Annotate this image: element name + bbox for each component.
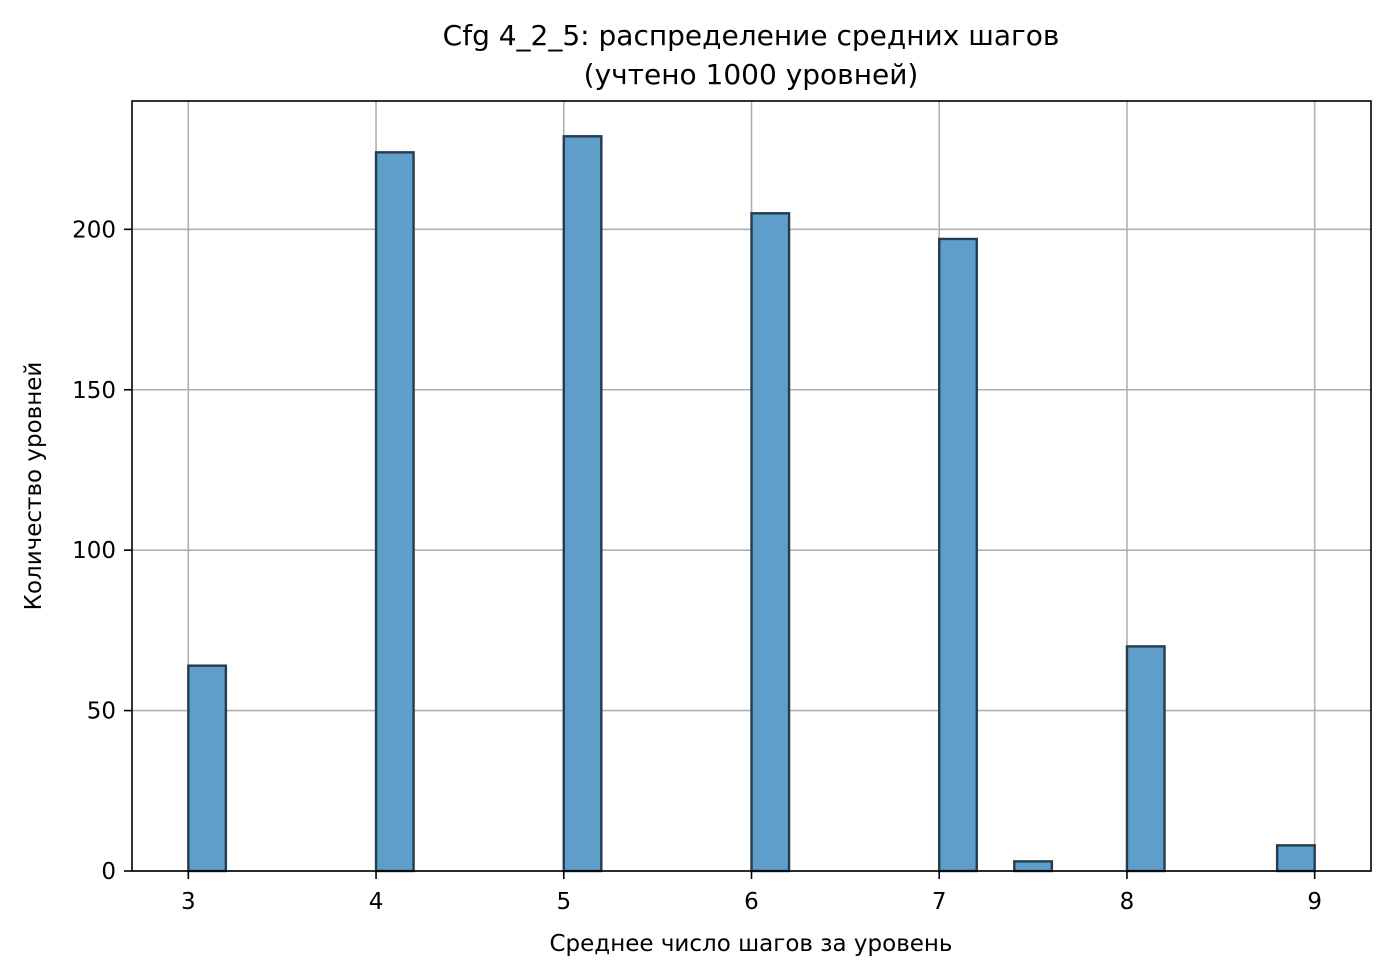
x-tick-label: 6 (744, 889, 759, 915)
histogram-bar (1013, 860, 1054, 873)
chart-title-line2: (учтено 1000 уровней) (584, 58, 919, 91)
histogram-bar (374, 151, 415, 873)
bars-layer (187, 135, 1316, 873)
x-tick-label: 8 (1120, 889, 1135, 915)
x-axis-label: Среднее число шагов за уровень (549, 931, 952, 957)
chart-title-line1: Cfg 4_2_5: распределение средних шагов (443, 19, 1060, 52)
x-tick-label: 3 (181, 889, 196, 915)
x-tick-label: 7 (932, 889, 947, 915)
histogram-bar (1125, 645, 1166, 873)
y-tick-label: 0 (101, 859, 116, 885)
y-axis-label: Количество уровней (21, 362, 47, 611)
x-tick-label: 9 (1307, 889, 1322, 915)
x-tick-label: 5 (556, 889, 571, 915)
y-tick-label: 200 (72, 217, 116, 243)
ticks-layer: 3 4 5 6 7 8 9 0 50 100 150 200 (72, 217, 1322, 915)
x-tick-label: 4 (369, 889, 384, 915)
histogram-bar (750, 212, 791, 873)
histogram-bar (562, 135, 603, 873)
histogram-bar (938, 237, 978, 873)
y-tick-label: 100 (72, 538, 116, 564)
y-tick-label: 150 (72, 378, 116, 404)
y-tick-label: 50 (87, 699, 116, 725)
histogram-bar (1275, 844, 1316, 873)
histogram-bar (187, 664, 228, 873)
